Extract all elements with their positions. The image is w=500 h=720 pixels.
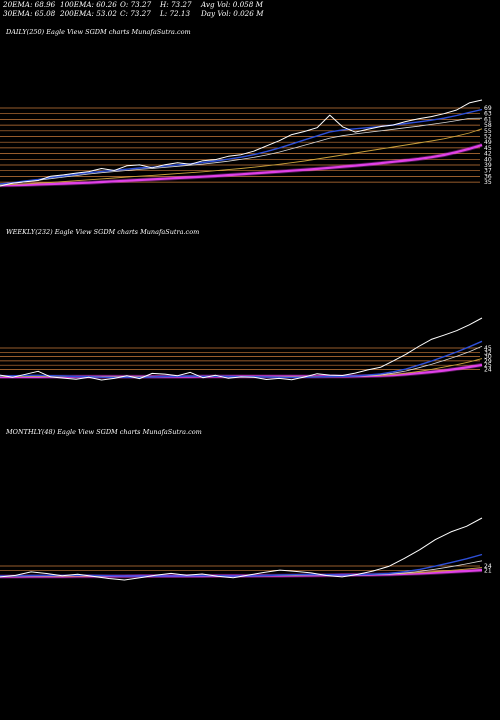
daily-chart-title: DAILY(250) Eagle View SGDM charts Munafa… bbox=[6, 28, 191, 36]
stat-open: O: 73.27 bbox=[120, 0, 152, 9]
stat-avg-vol: Avg Vol: 0.058 M bbox=[201, 0, 263, 9]
daily-price-label: 58 bbox=[484, 122, 492, 129]
stat-ema200: 200EMA: 53.02 bbox=[60, 9, 117, 18]
daily-price-label: 55 bbox=[484, 128, 492, 135]
weekly-price-label: 25 bbox=[484, 362, 492, 369]
daily-price-label: 40 bbox=[484, 156, 492, 163]
monthly-price-line bbox=[0, 517, 483, 581]
daily-price-label: 45 bbox=[484, 145, 492, 152]
daily-price-label: 39 bbox=[484, 162, 492, 169]
weekly-price-label: 32 bbox=[484, 349, 492, 356]
weekly-ema200-glow bbox=[0, 362, 483, 379]
stats-header: 20EMA: 68.96 100EMA: 60.26 O: 73.27 H: 7… bbox=[0, 0, 500, 20]
daily-price-label: 69 bbox=[484, 105, 492, 112]
stat-ema100: 100EMA: 60.26 bbox=[60, 0, 117, 9]
daily-price-label: 61 bbox=[484, 116, 492, 123]
weekly-price-label: 29 bbox=[484, 358, 492, 365]
daily-ema30-line bbox=[0, 117, 483, 185]
daily-price-label: 63 bbox=[484, 111, 492, 118]
weekly-chart-title: WEEKLY(232) Eagle View SGDM charts Munaf… bbox=[6, 228, 200, 236]
weekly-price-label: 24 bbox=[484, 367, 492, 374]
weekly-price-label: 30 bbox=[484, 354, 492, 361]
daily-ema20-line bbox=[0, 108, 483, 185]
daily-price-label: 52 bbox=[484, 134, 492, 141]
daily-price-label: 36 bbox=[484, 173, 492, 180]
stat-ema30: 30EMA: 65.08 bbox=[3, 9, 56, 18]
daily-price-line bbox=[0, 99, 483, 187]
stat-high: H: 73.27 bbox=[160, 0, 192, 9]
monthly-price-label: 21 bbox=[484, 567, 492, 574]
daily-price-label: 35 bbox=[484, 179, 492, 186]
daily-price-label: 37 bbox=[484, 168, 492, 175]
monthly-price-label: 24 bbox=[484, 563, 492, 570]
stat-close: C: 73.27 bbox=[120, 9, 151, 18]
daily-price-label: 49 bbox=[484, 139, 492, 146]
daily-ema100-line bbox=[0, 128, 483, 186]
weekly-price-label: 45 bbox=[484, 345, 492, 352]
stat-low: L: 72.13 bbox=[160, 9, 191, 18]
stat-day-vol: Day Vol: 0.026 M bbox=[201, 9, 264, 18]
daily-ema200-line bbox=[0, 143, 483, 187]
weekly-price-line bbox=[0, 317, 483, 381]
stat-ema20: 20EMA: 68.96 bbox=[3, 0, 56, 9]
monthly-chart-title: MONTHLY(48) Eagle View SGDM charts Munaf… bbox=[6, 428, 202, 436]
daily-price-label: 42 bbox=[484, 151, 492, 158]
